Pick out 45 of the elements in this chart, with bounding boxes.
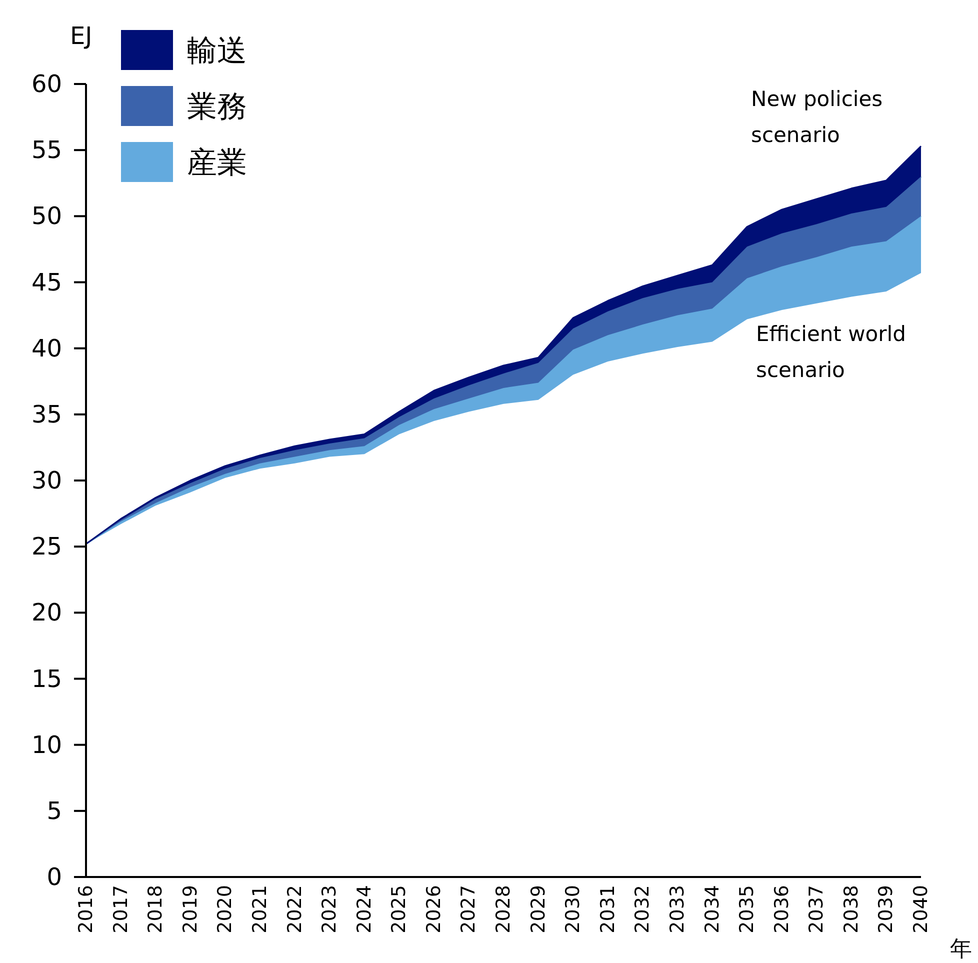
x-tick-label: 2026 xyxy=(422,885,445,934)
x-tick-label: 2040 xyxy=(910,885,932,934)
y-tick-label: 0 xyxy=(46,863,62,891)
x-tick-label: 2020 xyxy=(214,885,236,934)
x-tick-label: 2030 xyxy=(562,885,584,934)
x-tick-label: 2032 xyxy=(632,885,654,934)
x-tick-label: 2031 xyxy=(596,885,619,934)
x-tick-label: 2022 xyxy=(284,885,306,934)
y-tick-label: 55 xyxy=(31,136,62,164)
x-tick-label: 2029 xyxy=(527,885,550,934)
y-tick-label: 15 xyxy=(31,664,62,693)
x-tick-label: 2033 xyxy=(666,885,688,934)
y-tick-label: 35 xyxy=(31,400,62,428)
x-tick-label: 2034 xyxy=(701,885,724,934)
x-tick-label: 2023 xyxy=(318,885,341,934)
x-tick-label: 2027 xyxy=(458,885,480,934)
y-tick-label: 5 xyxy=(46,796,62,825)
annotation: Efficient world scenario xyxy=(756,322,906,382)
annotation: New policies scenario xyxy=(751,87,883,148)
x-tick-label: 2025 xyxy=(388,885,410,934)
x-tick-label: 2018 xyxy=(144,885,167,934)
x-tick-label: 2028 xyxy=(492,885,514,934)
legend-label: 輸送 xyxy=(187,34,247,68)
y-tick-label: 20 xyxy=(31,598,62,627)
x-tick-label: 2038 xyxy=(840,885,862,934)
y-tick-label: 45 xyxy=(31,268,62,296)
legend-label: 業務 xyxy=(187,90,247,124)
y-tick-label: 10 xyxy=(31,730,62,759)
y-tick-label: 25 xyxy=(31,532,62,561)
legend-label: 産業 xyxy=(187,146,247,180)
y-tick-label: 30 xyxy=(31,466,62,494)
x-tick-label: 2021 xyxy=(248,885,271,934)
y-tick-label: 60 xyxy=(31,70,62,98)
x-tick-label: 2024 xyxy=(353,885,376,934)
y-tick-label: 50 xyxy=(31,202,62,230)
x-tick-label: 2016 xyxy=(75,885,97,934)
x-tick-label: 2035 xyxy=(736,885,758,934)
x-axis-title: 年 xyxy=(950,937,972,962)
x-tick-label: 2017 xyxy=(110,885,132,934)
x-tick-label: 2036 xyxy=(770,885,793,934)
x-tick-label: 2019 xyxy=(179,885,202,934)
x-tick-label: 2037 xyxy=(806,885,828,934)
y-tick-label: 40 xyxy=(31,334,62,362)
x-tick-label: 2039 xyxy=(875,885,898,934)
y-axis-title: EJ xyxy=(70,22,92,50)
